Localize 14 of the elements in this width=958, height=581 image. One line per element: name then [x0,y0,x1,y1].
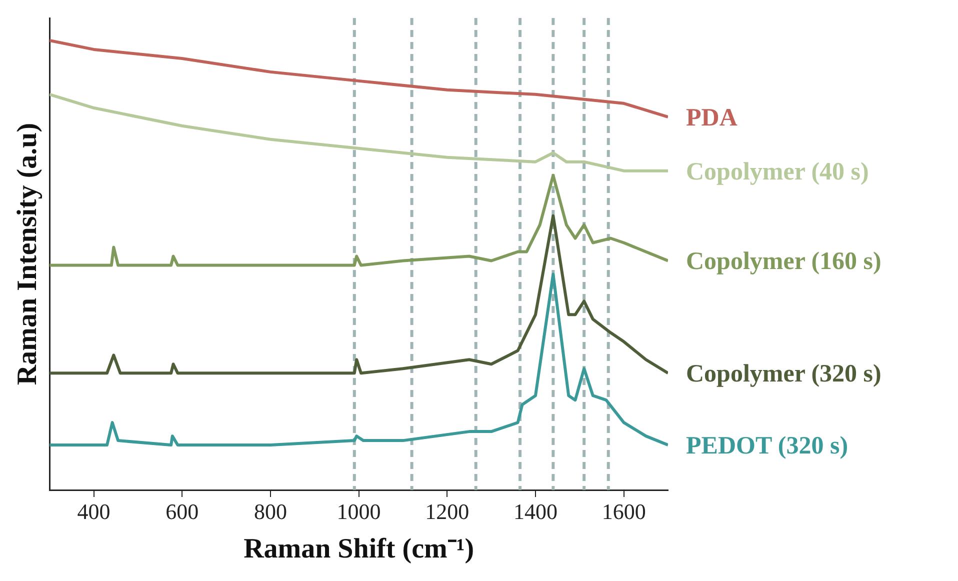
series-label: PDA [686,104,738,132]
x-tick-label: 1600 [602,498,646,524]
x-tick-label: 1000 [336,498,381,524]
x-tick-label: 600 [166,498,199,524]
x-tick-label: 800 [254,498,287,524]
x-axis-title: Raman Shift (cm⁻¹) [244,533,474,564]
series-label: PEDOT (320 s) [686,432,848,460]
x-tick-label: 1400 [513,498,558,524]
y-axis-title: Raman Intensity (a.u) [12,122,44,386]
series-label: Copolymer (160 s) [686,248,882,276]
x-tick-label: 400 [77,498,110,524]
series-label: Copolymer (320 s) [686,360,882,388]
series-label: Copolymer (40 s) [686,158,869,186]
x-tick-label: 1200 [425,498,470,524]
